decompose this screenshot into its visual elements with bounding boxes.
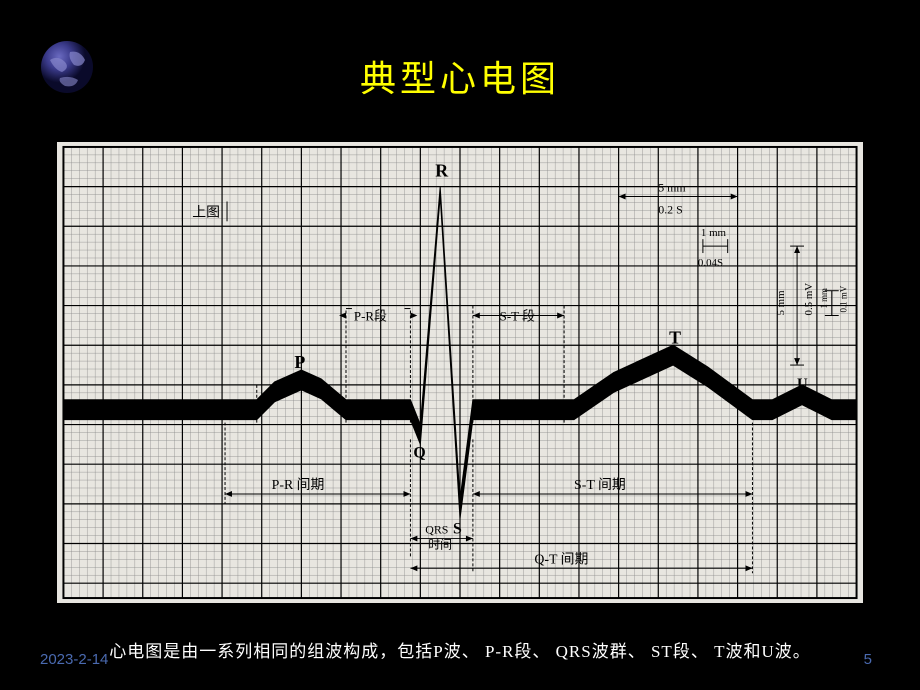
label-topleft: 上图 [192, 204, 220, 220]
page-title: 典型心电图 [0, 50, 920, 102]
label-5mm: 5 mm [658, 181, 686, 195]
footer-date: 2023-2-14 [40, 651, 108, 668]
label-q: Q [413, 444, 425, 461]
label-004s: 0.04S [698, 257, 723, 269]
ecg-diagram: 上图 P R Q S T U P-R段 S-T 段 P-R 间期 [55, 140, 865, 605]
label-r: R [435, 161, 449, 181]
label-qrs-dur1: QRS [425, 523, 448, 537]
ecg-svg: 上图 P R Q S T U P-R段 S-T 段 P-R 间期 [57, 142, 863, 603]
label-v5mm: 5 mm [775, 290, 787, 316]
footer-page: 5 [864, 651, 872, 668]
label-p: P [294, 352, 305, 372]
label-v05mv: 0.5 mV [803, 283, 815, 316]
label-qt-int: Q-T 间期 [534, 551, 588, 567]
label-st-seg: S-T 段 [500, 309, 535, 323]
label-qrs-dur2: 时间 [428, 537, 452, 551]
label-st-int: S-T 间期 [574, 477, 626, 493]
label-pr-seg: P-R段 [354, 309, 387, 323]
label-1mm: 1 mm [701, 227, 727, 239]
label-t: T [669, 327, 681, 347]
label-v1mm: 1 mm [819, 288, 829, 309]
caption-text: 心电图是由一系列相同的组波构成，包括P波、 P-R段、 QRS波群、 ST段、 … [0, 637, 920, 662]
label-u: U [797, 376, 808, 392]
label-v01mv: 0.1 mV [839, 285, 849, 312]
label-s: S [453, 521, 462, 538]
label-pr-int: P-R 间期 [272, 477, 325, 493]
label-02s: 0.2 S [658, 202, 682, 216]
